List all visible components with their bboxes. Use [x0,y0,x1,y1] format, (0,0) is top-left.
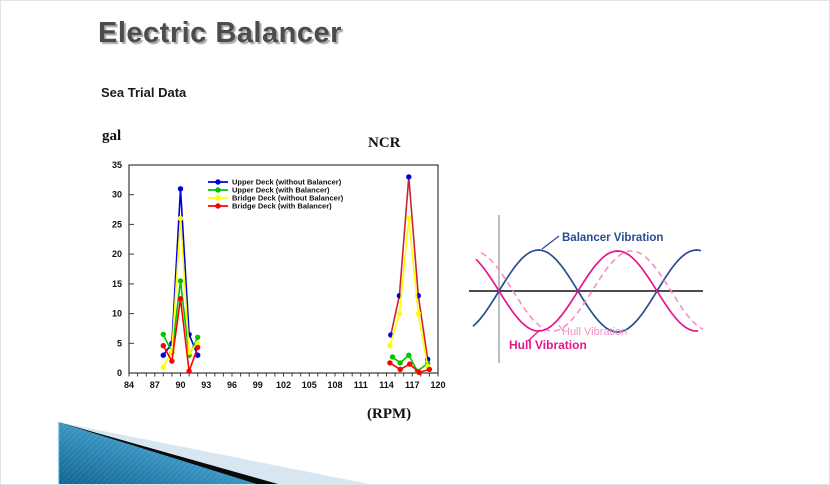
svg-text:102: 102 [276,380,291,390]
decorative-swoosh [57,422,369,484]
svg-text:117: 117 [405,380,420,390]
svg-text:96: 96 [227,380,237,390]
svg-text:5: 5 [117,338,122,348]
svg-text:93: 93 [201,380,211,390]
page-title: Electric Balancer [98,17,342,49]
svg-text:84: 84 [124,380,134,390]
svg-text:Bridge Deck (without Balancer): Bridge Deck (without Balancer) [232,194,344,203]
svg-text:111: 111 [354,380,368,390]
hull-vibration-dashed-label: Hull Vibration [562,326,627,338]
svg-text:87: 87 [150,380,160,390]
chart-series-lines [160,174,433,376]
svg-text:0: 0 [117,368,122,378]
vibration-waves [469,215,704,363]
svg-text:105: 105 [302,380,317,390]
chart-legend: Upper Deck (without Balancer)Upper Deck … [208,178,344,211]
svg-text:15: 15 [112,279,122,289]
svg-text:10: 10 [112,309,122,319]
swoosh-blue-wedge-hatch [58,422,257,484]
chart-plot-area: 84 87 90 93 96 99 102 105 108 111 114 117 120 0 5 10 15 2… [112,160,446,390]
hull-vibration-label: Hull Vibration [509,338,587,352]
svg-text:35: 35 [112,160,122,170]
balancer-vibration-label: Balancer Vibration [562,232,663,244]
x-axis-unit-label: (RPM) [367,406,412,422]
svg-text:120: 120 [430,380,445,390]
svg-text:90: 90 [175,380,185,390]
ncr-annotation: NCR [368,135,401,151]
svg-text:20: 20 [112,249,122,259]
sea-trial-line-chart: 84 87 90 93 96 99 102 105 108 111 114 117 120 0 5 10 15 2… [112,160,446,390]
svg-text:99: 99 [253,380,263,390]
svg-text:Bridge Deck (with Balancer): Bridge Deck (with Balancer) [232,202,332,211]
vibration-phase-diagram: Balancer Vibration Hull Vibration Hull V… [469,215,704,363]
svg-text:30: 30 [112,190,122,200]
svg-text:114: 114 [379,380,394,390]
svg-text:Upper Deck (without Balancer): Upper Deck (without Balancer) [232,178,342,187]
slide-subtitle: Sea Trial Data [101,85,187,100]
svg-text:25: 25 [112,219,122,229]
svg-text:Upper Deck (with Balancer): Upper Deck (with Balancer) [232,186,330,195]
svg-text:108: 108 [327,380,342,390]
y-axis-unit-label: gal [102,128,122,144]
